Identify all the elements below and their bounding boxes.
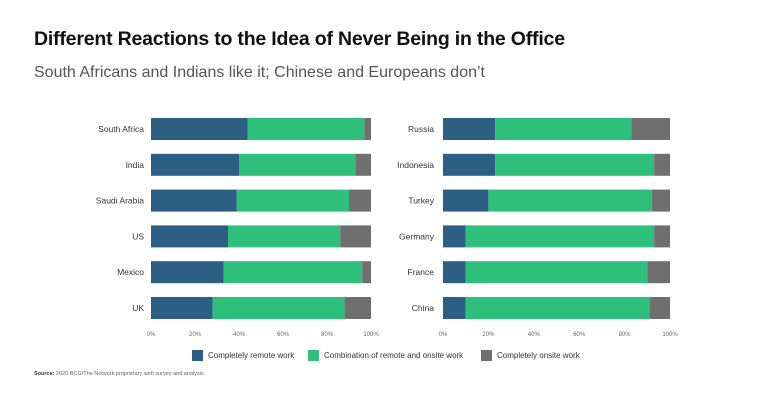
bar-south-africa-combination [247,118,365,140]
legend-label-combination: Combination of remote and onsite work [324,351,464,360]
tick-label-2-4: 80% [619,332,632,338]
bar-china-remote [443,297,466,319]
legend-label-onsite: Completely onsite work [497,351,580,360]
category-label-germany: Germany [399,231,435,241]
bar-turkey-onsite [651,189,670,212]
source-label: Source: [34,371,55,377]
tick-label-2-3: 60% [573,332,586,338]
bar-germany-onsite [654,225,670,248]
legend-swatch-remote [192,350,203,361]
tick-label-1-3: 60% [277,332,290,338]
bar-turkey-remote [443,189,489,212]
bar-india-combination [239,153,356,176]
bar-mexico-combination [223,261,363,284]
category-label-france: France [408,267,435,277]
bar-us-onsite [340,225,371,248]
bar-france-combination [465,261,648,284]
bar-uk-onsite [344,297,371,319]
category-label-china: China [412,303,434,313]
bar-indonesia-combination [495,153,655,176]
bar-russia-remote [443,118,496,140]
bar-china-combination [465,297,650,319]
category-label-russia: Russia [408,124,434,134]
tick-label-1-0: 0% [147,332,156,338]
bar-us-combination [228,225,341,248]
tick-label-1-1: 20% [189,332,202,338]
bar-mexico-remote [151,261,224,284]
category-label-uk: UK [132,303,144,313]
bar-france-remote [443,261,466,284]
bar-china-onsite [649,297,670,319]
source-text: 2020 BCG/The Network proprietary web sur… [56,371,206,377]
category-label-india: India [126,160,145,170]
bar-france-onsite [647,261,670,284]
legend-item-remote: Completely remote work [192,350,294,361]
bar-indonesia-remote [443,153,496,176]
chart-title: Different Reactions to the Idea of Never… [34,28,565,50]
bar-russia-combination [495,118,632,140]
category-label-us: US [132,231,144,241]
tick-label-1-2: 40% [233,332,246,338]
tick-label-2-1: 20% [482,332,495,338]
bar-us-remote [151,225,228,248]
bar-germany-combination [465,225,655,248]
legend-item-combination: Combination of remote and onsite work [308,350,463,361]
category-label-turkey: Turkey [408,196,434,206]
legend-swatch-combination [308,350,319,361]
bar-indonesia-onsite [654,153,670,176]
tick-label-2-2: 40% [528,332,541,338]
tick-label-2-5: 100% [662,332,678,338]
bar-south-africa-remote [151,118,248,140]
bar-uk-combination [212,297,345,319]
bar-turkey-combination [488,189,652,212]
legend-swatch-onsite [481,350,492,361]
bar-germany-remote [443,225,466,248]
bar-mexico-onsite [362,261,371,284]
bar-uk-remote [151,297,213,319]
source-note: Source: 2020 BCG/The Network proprietary… [34,371,205,377]
category-label-mexico: Mexico [117,267,144,277]
legend-item-onsite: Completely onsite work [481,350,580,361]
tick-label-1-5: 100% [363,332,379,338]
bar-saudi-arabia-combination [236,189,349,212]
bar-saudi-arabia-remote [151,189,237,212]
category-label-indonesia: Indonesia [397,160,434,170]
legend: Completely remote work Combination of re… [0,350,768,364]
tick-label-1-4: 80% [321,332,334,338]
tick-label-2-0: 0% [439,332,448,338]
bar-saudi-arabia-onsite [349,189,371,212]
bar-india-onsite [355,153,371,176]
legend-label-remote: Completely remote work [208,351,295,360]
bar-india-remote [151,153,239,176]
chart-subtitle: South Africans and Indians like it; Chin… [34,64,485,81]
category-label-south-africa: South Africa [98,124,144,134]
category-label-saudi-arabia: Saudi Arabia [96,196,144,206]
bar-russia-onsite [631,118,670,140]
bar-south-africa-onsite [364,118,371,140]
